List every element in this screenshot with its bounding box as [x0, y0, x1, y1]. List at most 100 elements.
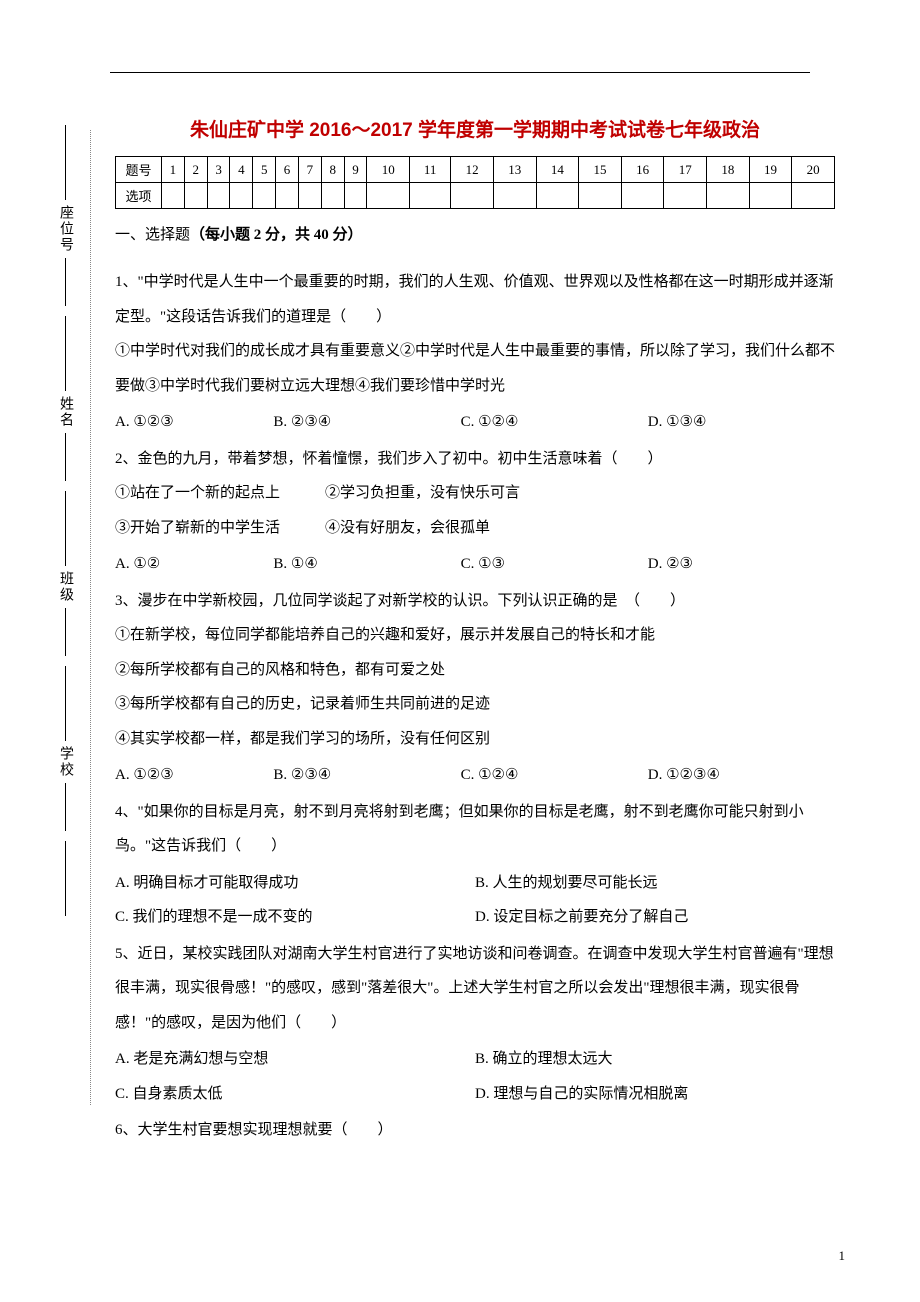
q1-opt-a: A. ①②③ [115, 405, 273, 440]
answer-cell[interactable] [451, 183, 494, 209]
q3-sub4: ④其实学校都一样，都是我们学习的场所，没有任何区别 [115, 722, 835, 757]
sidebar-school: 学校 [55, 746, 75, 778]
q3-opt-b: B. ②③④ [273, 758, 460, 793]
answer-cell[interactable] [230, 183, 253, 209]
question-4: 4、"如果你的目标是月亮，射不到月亮将射到老鹰；但如果你的目标是老鹰，射不到老鹰… [115, 795, 835, 864]
answer-cell[interactable] [410, 183, 451, 209]
page-number: 1 [839, 1248, 846, 1264]
num-cell: 15 [579, 157, 622, 183]
q5-options: A. 老是充满幻想与空想 B. 确立的理想太远大 C. 自身素质太低 D. 理想… [115, 1042, 835, 1111]
answer-cell[interactable] [707, 183, 750, 209]
row-label-cell: 选项 [116, 183, 162, 209]
answer-cell[interactable] [749, 183, 792, 209]
num-cell: 11 [410, 157, 451, 183]
q2-stem: 2、金色的九月，带着梦想，怀着憧憬，我们步入了初中。初中生活意味着（ ） [115, 442, 835, 477]
sidebar-seat: 座位号 [55, 205, 75, 253]
answer-cell[interactable] [367, 183, 410, 209]
q3-opt-d: D. ①②③④ [648, 758, 835, 793]
num-cell: 5 [253, 157, 276, 183]
table-row-header: 题号 1 2 3 4 5 6 7 8 9 10 11 12 13 14 15 1… [116, 157, 835, 183]
question-6: 6、大学生村官要想实现理想就要（ ） [115, 1113, 835, 1148]
answer-cell[interactable] [792, 183, 835, 209]
num-cell: 9 [344, 157, 367, 183]
q2-opt-c: C. ①③ [461, 547, 648, 582]
sidebar-rule [65, 666, 66, 741]
num-cell: 2 [184, 157, 207, 183]
q4-opt-c: C. 我们的理想不是一成不变的 [115, 900, 475, 935]
sidebar-rule [65, 608, 66, 656]
answer-cell[interactable] [621, 183, 664, 209]
q2-options: A. ①② B. ①④ C. ①③ D. ②③ [115, 547, 835, 582]
q2-opt-a: A. ①② [115, 547, 273, 582]
section-bold: （每小题 2 分，共 40 分） [190, 227, 363, 243]
header-label-cell: 题号 [116, 157, 162, 183]
num-cell: 14 [536, 157, 579, 183]
num-cell: 10 [367, 157, 410, 183]
sidebar-rule [65, 125, 66, 200]
sidebar-name: 姓名 [55, 396, 75, 428]
sidebar-school-label: 学校 [55, 746, 75, 778]
answer-cell[interactable] [207, 183, 230, 209]
sidebar-rule [65, 491, 66, 566]
num-cell: 8 [321, 157, 344, 183]
q1-stem: 1、"中学时代是人生中一个最重要的时期，我们的人生观、价值观、世界观以及性格都在… [115, 265, 835, 334]
binding-sidebar: 座位号 姓名 班级 学校 [40, 120, 90, 1120]
q5-opt-b: B. 确立的理想太远大 [475, 1042, 835, 1077]
answer-cell[interactable] [493, 183, 536, 209]
q2-opt-b: B. ①④ [273, 547, 460, 582]
q3-sub1: ①在新学校，每位同学都能培养自己的兴趣和爱好，展示并发展自己的特长和才能 [115, 618, 835, 653]
sidebar-rule [65, 433, 66, 481]
answer-cell[interactable] [253, 183, 276, 209]
num-cell: 18 [707, 157, 750, 183]
num-cell: 4 [230, 157, 253, 183]
q1-opt-b: B. ②③④ [273, 405, 460, 440]
q1-opt-d: D. ①③④ [648, 405, 835, 440]
q2-sub1: ①站在了一个新的起点上 ②学习负担重，没有快乐可言 [115, 476, 835, 511]
q3-options: A. ①②③ B. ②③④ C. ①②④ D. ①②③④ [115, 758, 835, 793]
num-cell: 6 [276, 157, 299, 183]
answer-sheet-table: 题号 1 2 3 4 5 6 7 8 9 10 11 12 13 14 15 1… [115, 156, 835, 209]
q4-opt-d: D. 设定目标之前要充分了解自己 [475, 900, 835, 935]
sidebar-rule [65, 783, 66, 831]
num-cell: 20 [792, 157, 835, 183]
answer-cell[interactable] [321, 183, 344, 209]
sidebar-name-label: 姓名 [55, 396, 75, 428]
q1-opt-c: C. ①②④ [461, 405, 648, 440]
q3-sub3: ③每所学校都有自己的历史，记录着师生共同前进的足迹 [115, 687, 835, 722]
answer-cell[interactable] [184, 183, 207, 209]
answer-cell[interactable] [536, 183, 579, 209]
question-2: 2、金色的九月，带着梦想，怀着憧憬，我们步入了初中。初中生活意味着（ ） ①站在… [115, 442, 835, 546]
q4-opt-b: B. 人生的规划要尽可能长远 [475, 866, 835, 901]
page-container: 座位号 姓名 班级 学校 朱仙庄矿中学 2016～2017 学年度第一学期期中考… [0, 0, 920, 1302]
q4-opt-a: A. 明确目标才可能取得成功 [115, 866, 475, 901]
sidebar-seat-label: 座位号 [55, 205, 75, 253]
sidebar-rule [65, 258, 66, 306]
q3-opt-c: C. ①②④ [461, 758, 648, 793]
q3-sub2: ②每所学校都有自己的风格和特色，都有可爱之处 [115, 653, 835, 688]
answer-cell[interactable] [162, 183, 185, 209]
section-prefix: 一、选择题 [115, 227, 190, 243]
q5-opt-a: A. 老是充满幻想与空想 [115, 1042, 475, 1077]
answer-cell[interactable] [344, 183, 367, 209]
answer-cell[interactable] [276, 183, 299, 209]
dotted-binding-line [90, 130, 91, 1105]
answer-cell[interactable] [298, 183, 321, 209]
sidebar-rule [65, 841, 66, 916]
table-row-answers: 选项 [116, 183, 835, 209]
question-5: 5、近日，某校实践团队对湖南大学生村官进行了实地访谈和问卷调查。在调查中发现大学… [115, 937, 835, 1041]
q1-sub: ①中学时代对我们的成长成才具有重要意义②中学时代是人生中最重要的事情，所以除了学… [115, 334, 835, 403]
sidebar-rule [65, 316, 66, 391]
content-area: 朱仙庄矿中学 2016～2017 学年度第一学期期中考试试卷七年级政治 题号 1… [115, 115, 835, 1150]
question-1: 1、"中学时代是人生中一个最重要的时期，我们的人生观、价值观、世界观以及性格都在… [115, 265, 835, 403]
q1-options: A. ①②③ B. ②③④ C. ①②④ D. ①③④ [115, 405, 835, 440]
q6-stem: 6、大学生村官要想实现理想就要（ ） [115, 1113, 835, 1148]
q5-opt-c: C. 自身素质太低 [115, 1077, 475, 1112]
answer-cell[interactable] [664, 183, 707, 209]
num-cell: 17 [664, 157, 707, 183]
exam-title: 朱仙庄矿中学 2016～2017 学年度第一学期期中考试试卷七年级政治 [115, 115, 835, 142]
num-cell: 16 [621, 157, 664, 183]
question-3: 3、漫步在中学新校园，几位同学谈起了对新学校的认识。下列认识正确的是 （ ） ①… [115, 584, 835, 757]
section-header: 一、选择题（每小题 2 分，共 40 分） [115, 223, 835, 247]
q2-sub2: ③开始了崭新的中学生活 ④没有好朋友，会很孤单 [115, 511, 835, 546]
answer-cell[interactable] [579, 183, 622, 209]
